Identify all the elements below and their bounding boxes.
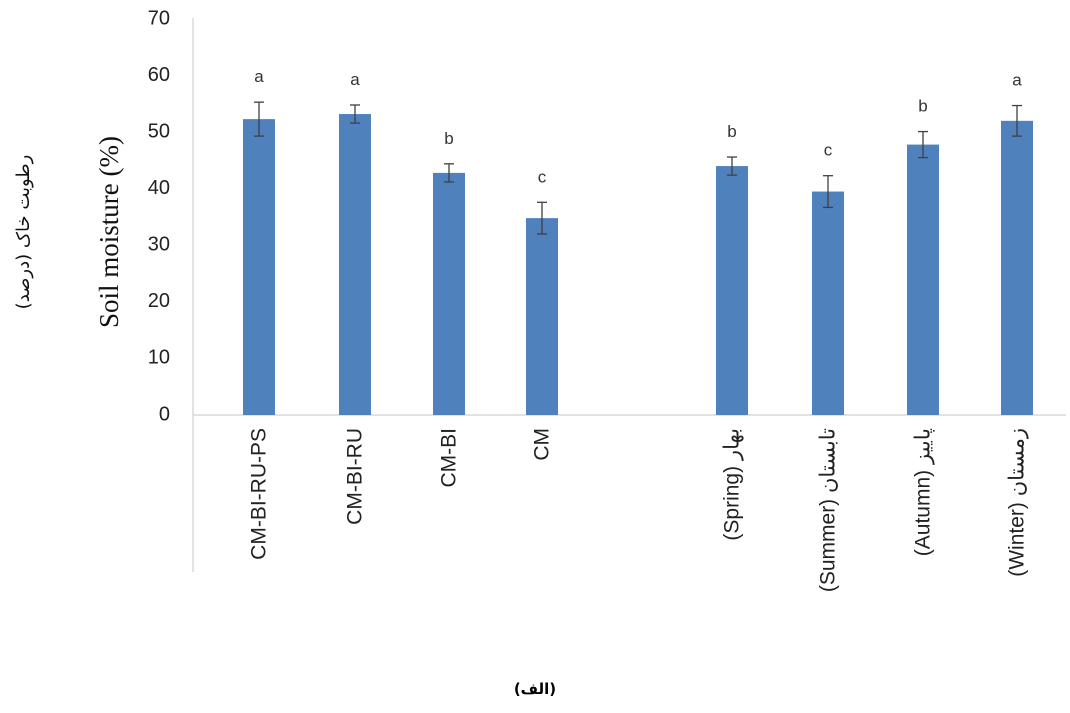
error-bar: [350, 104, 360, 124]
bar: [433, 172, 465, 415]
bar: [812, 191, 844, 415]
category-label: (Summer) تابستان: [817, 428, 840, 592]
error-bar: [254, 101, 264, 137]
category-label: (Autumn) پاییز: [912, 428, 936, 556]
significance-letter: a: [1012, 71, 1022, 90]
y-axis: 0 10 20 30 40 50 60 70: [148, 7, 194, 572]
y-tick-label: 10: [148, 347, 170, 369]
error-bar: [918, 130, 928, 159]
bar: [1001, 120, 1033, 415]
bar: [243, 119, 275, 415]
category-label: CM-BI-RU-PS: [248, 428, 271, 560]
y-tick-label: 50: [148, 120, 170, 142]
significance-letter: c: [538, 167, 547, 186]
category-labels: CM-BI-RU-PS CM-BI-RU CM-BI CM (Spring) بهار (…: [248, 428, 1030, 592]
significance-letter: b: [727, 122, 736, 141]
y-tick-label: 0: [159, 403, 170, 425]
error-bar: [727, 156, 737, 176]
error-bar: [823, 175, 833, 209]
significance-letter: c: [824, 141, 833, 160]
error-bar: [444, 163, 454, 183]
error-bar: [537, 201, 547, 235]
error-bar: [1012, 104, 1022, 137]
y-tick-label: 70: [148, 7, 170, 29]
significance-letter: a: [254, 67, 264, 86]
significance-letters: a a b c b c b a: [254, 67, 1022, 186]
y-tick-label: 40: [148, 177, 170, 199]
category-label: CM-BI: [438, 428, 461, 488]
significance-letter: b: [444, 129, 453, 148]
y-tick-label: 60: [148, 64, 170, 86]
y-tick-labels: 0 10 20 30 40 50 60 70: [148, 7, 170, 425]
figure-caption: (الف): [513, 680, 557, 698]
category-label: (Winter) زمستان: [1006, 428, 1030, 577]
y-tick-label: 30: [148, 234, 170, 256]
y-tick-label: 20: [148, 290, 170, 312]
category-label: (Spring) بهار: [721, 428, 745, 541]
y-axis-label: Soil moisture (%): [94, 136, 124, 328]
significance-letter: b: [918, 97, 927, 116]
bar: [716, 166, 748, 415]
bar: [526, 218, 558, 415]
category-label: CM-BI-RU: [344, 428, 367, 525]
bar: [907, 144, 939, 416]
bar: [339, 114, 371, 415]
y-axis-label-persian: رطوبت خاک (درصد): [13, 155, 34, 310]
significance-letter: a: [350, 70, 360, 89]
error-bars: [254, 101, 1022, 235]
category-label: CM: [531, 428, 554, 461]
bars: [243, 114, 1033, 416]
